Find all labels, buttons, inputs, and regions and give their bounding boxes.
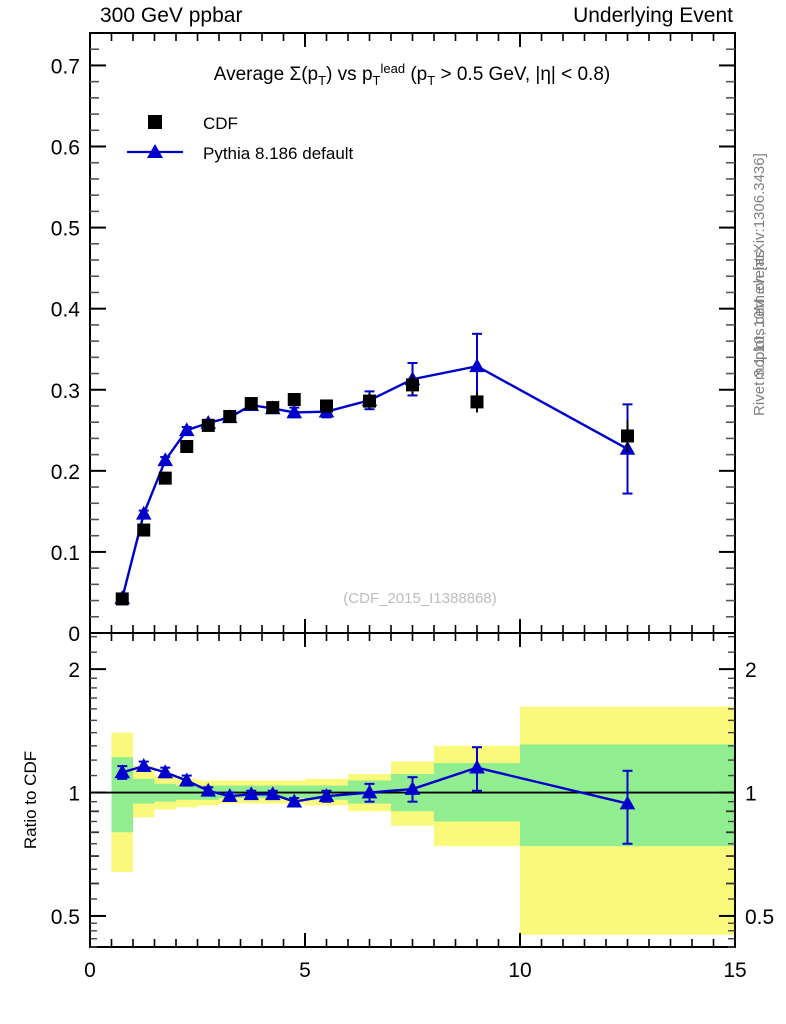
mcplots-reference-label: mcplots.cern.ch [arXiv:1306.3436]	[751, 153, 768, 380]
data-marker-square	[266, 401, 280, 415]
ratio-ytick-label-right: 2	[745, 659, 757, 682]
data-marker-triangle	[286, 793, 303, 808]
data-marker-square	[621, 429, 634, 443]
legend-marker-triangle	[147, 144, 163, 158]
data-marker-triangle	[243, 786, 260, 801]
data-marker-square	[406, 378, 419, 392]
xtick-label: 5	[299, 959, 311, 982]
header: 300 GeV ppbar Underlying Event	[100, 4, 733, 27]
legend-marker-square	[148, 115, 162, 129]
main-panel-frame	[89, 32, 736, 634]
ratio-ytick-label: 0.5	[51, 906, 80, 929]
data-marker-triangle	[157, 452, 174, 467]
main-title-text: Average Σ(pT) vs pTlead (pT > 0.5 GeV, |…	[214, 61, 610, 88]
data-marker-triangle	[318, 788, 335, 802]
ratio-ytick-label-right: 1	[745, 783, 757, 806]
xtick-label: 15	[723, 959, 746, 982]
data-marker-triangle	[221, 788, 238, 802]
ytick-label: 0.5	[51, 218, 80, 241]
data-marker-triangle	[178, 772, 195, 787]
data-marker-triangle	[200, 782, 217, 797]
data-marker-triangle	[114, 764, 131, 779]
data-marker-triangle	[135, 505, 152, 520]
legend-label: Pythia 8.186 default	[203, 144, 354, 163]
legend-label: CDF	[203, 114, 238, 133]
data-marker-triangle	[157, 764, 174, 779]
ratio-axis-label: Ratio to CDF	[21, 751, 40, 849]
data-marker-square	[363, 394, 376, 408]
data-marker-triangle	[619, 795, 636, 810]
ratio-panel-axes: 0.5 0.5 1 1 2 2 0 5 10 15	[51, 633, 774, 982]
data-marker-triangle	[404, 780, 421, 795]
header-right-label: Underlying Event	[573, 4, 733, 27]
data-marker-triangle	[178, 422, 195, 437]
data-marker-square	[201, 418, 215, 432]
ytick-label: 0.6	[51, 137, 80, 160]
ratio-ytick-label: 2	[68, 659, 80, 682]
series-pythia	[114, 332, 636, 604]
ratio-ytick-label: 1	[68, 783, 80, 806]
xtick-label: 0	[84, 959, 96, 982]
ratio-panel-series	[114, 746, 636, 845]
data-marker-triangle	[469, 759, 485, 774]
rivet-version-label: Rivet 3.1.10, 10M events	[751, 250, 768, 416]
data-marker-triangle	[469, 358, 485, 373]
analysis-id-watermark: (CDF_2015_I1388868)	[343, 590, 496, 607]
ratio-ytick-label-right: 0.5	[745, 906, 774, 929]
data-marker-triangle	[135, 758, 152, 772]
ytick-label: 0.1	[51, 542, 80, 565]
data-marker-triangle	[264, 786, 281, 801]
main-panel-axes: 0 0.1 0.2 0.3 0.4 0.5 0.6 0.7	[51, 33, 736, 646]
data-marker-square	[115, 592, 129, 606]
main-panel-title: Average Σ(pT) vs pTlead (pT > 0.5 GeV, |…	[214, 61, 610, 88]
series-line	[121, 364, 629, 599]
data-marker-square	[287, 392, 301, 406]
ytick-label: 0.7	[51, 55, 80, 78]
data-marker-triangle	[361, 784, 378, 799]
legend-item: Pythia 8.186 default	[127, 144, 354, 163]
data-marker-square	[470, 395, 484, 409]
data-marker-square	[320, 399, 333, 413]
ytick-label: 0.3	[51, 380, 80, 403]
legend-item: CDF	[148, 114, 238, 133]
ytick-label: 0.2	[51, 461, 80, 484]
series-cdf	[115, 375, 634, 606]
data-marker-square	[223, 410, 237, 424]
legend: CDF Pythia 8.186 default	[127, 114, 354, 163]
data-marker-square	[158, 471, 172, 485]
data-marker-triangle	[286, 404, 303, 419]
data-marker-square	[137, 523, 151, 537]
data-marker-square	[244, 397, 258, 411]
ratio-uncertainty-bands	[111, 706, 735, 935]
band-inner	[133, 778, 155, 804]
main-panel-series	[114, 332, 636, 606]
ytick-label: 0.4	[51, 299, 81, 322]
data-marker-square	[180, 440, 194, 454]
side-annotations: Rivet 3.1.10, 10M eventsmcplots.cern.ch …	[751, 153, 768, 416]
header-left-label: 300 GeV ppbar	[100, 4, 242, 27]
xtick-label: 10	[508, 959, 531, 982]
ytick-label: 0	[68, 623, 80, 646]
